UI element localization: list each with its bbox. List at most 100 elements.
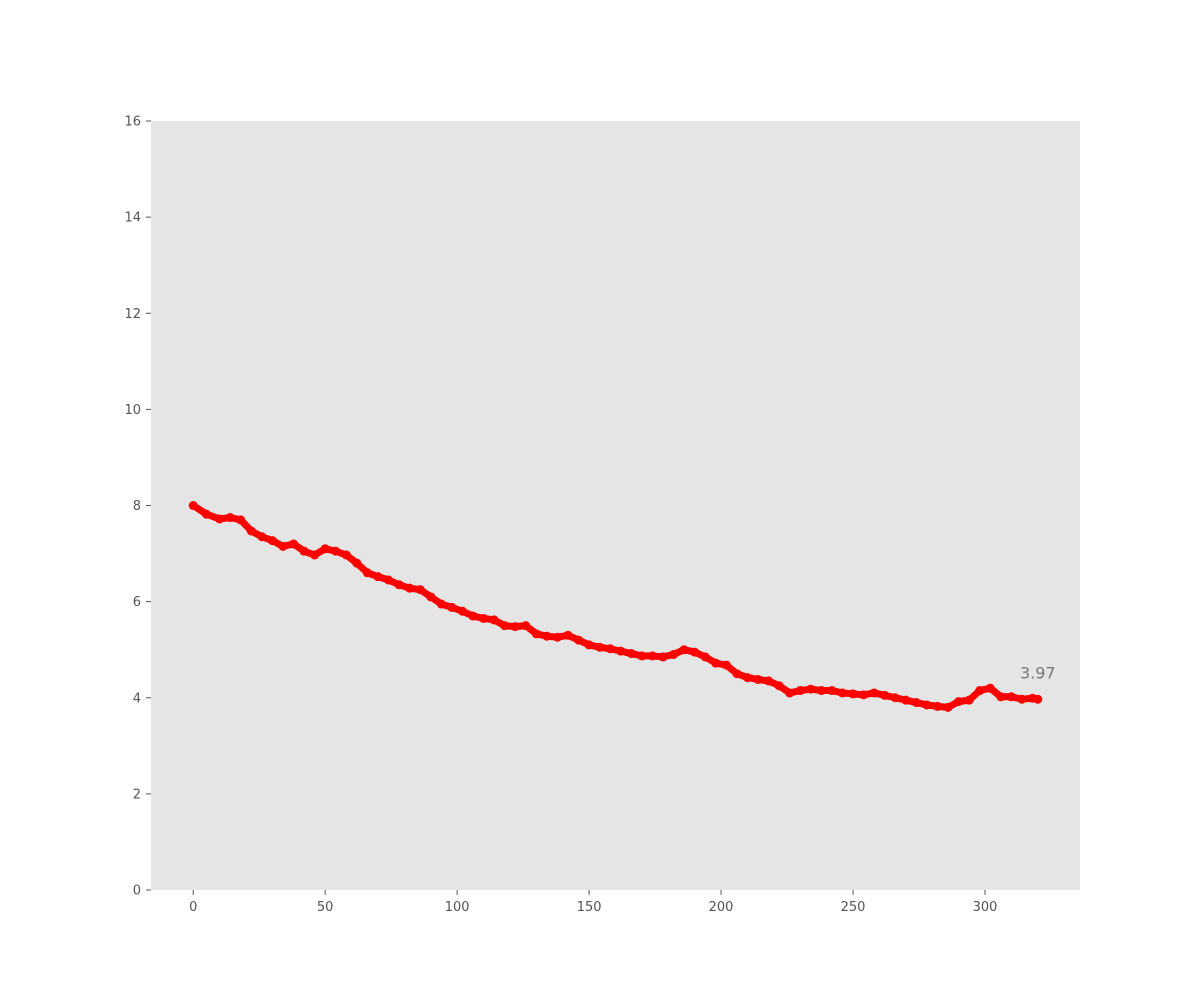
x-tick-label: 50 xyxy=(317,900,334,915)
data-point xyxy=(215,514,225,524)
data-point xyxy=(595,642,605,652)
y-tick-label: 2 xyxy=(133,787,141,802)
value-annotation: 3.97 xyxy=(1020,664,1056,683)
data-point xyxy=(711,658,721,668)
y-axis: 0 2 4 6 8 10 12 14 16 xyxy=(124,115,151,899)
data-point xyxy=(975,686,985,696)
data-point xyxy=(742,673,752,683)
data-point xyxy=(426,592,436,602)
x-tick-label: 300 xyxy=(973,900,998,915)
data-point xyxy=(552,632,562,642)
data-point xyxy=(362,568,372,578)
x-tick-label: 150 xyxy=(577,900,602,915)
x-axis: 0 50 100 150 200 250 300 xyxy=(189,890,997,915)
data-point xyxy=(257,532,267,542)
data-point xyxy=(415,585,425,595)
data-point xyxy=(457,606,467,616)
data-point xyxy=(1033,694,1043,704)
data-point xyxy=(299,546,309,556)
data-point xyxy=(405,583,415,593)
data-point xyxy=(626,649,636,659)
data-point xyxy=(785,688,795,698)
data-point xyxy=(932,701,942,711)
data-point xyxy=(753,674,763,684)
data-point xyxy=(985,683,995,693)
y-tick-label: 6 xyxy=(133,595,141,610)
data-point xyxy=(859,690,869,700)
data-point xyxy=(943,702,953,712)
data-point xyxy=(605,644,615,654)
data-point xyxy=(201,509,211,519)
data-point xyxy=(690,647,700,657)
data-point xyxy=(647,651,657,661)
data-point xyxy=(848,689,858,699)
data-point xyxy=(542,631,552,641)
data-point xyxy=(827,686,837,696)
data-point xyxy=(510,622,520,632)
data-point xyxy=(384,575,394,585)
data-point xyxy=(880,690,890,700)
data-point xyxy=(394,580,404,590)
data-point xyxy=(236,515,246,525)
data-point xyxy=(616,646,626,656)
x-tick-label: 100 xyxy=(445,900,470,915)
data-point xyxy=(331,546,341,556)
data-point xyxy=(447,602,457,612)
data-point xyxy=(1006,692,1016,702)
data-point xyxy=(869,688,879,698)
y-tick-label: 4 xyxy=(133,691,141,706)
data-point xyxy=(500,621,510,631)
data-point xyxy=(795,686,805,696)
data-point xyxy=(563,630,573,640)
data-point xyxy=(289,539,299,549)
data-point xyxy=(521,621,531,631)
data-point xyxy=(188,501,198,510)
data-point xyxy=(584,640,594,650)
data-point xyxy=(373,572,383,582)
data-point xyxy=(658,652,668,662)
data-point xyxy=(341,550,351,560)
data-point xyxy=(679,645,689,655)
y-tick-label: 0 xyxy=(133,884,141,899)
data-point xyxy=(806,684,816,694)
data-point xyxy=(901,695,911,705)
data-point xyxy=(700,652,710,662)
data-point xyxy=(320,544,330,554)
y-tick-label: 14 xyxy=(124,211,141,226)
data-point xyxy=(816,686,826,696)
data-point xyxy=(352,558,362,568)
x-tick-label: 0 xyxy=(189,900,197,915)
data-point xyxy=(837,688,847,698)
data-point xyxy=(436,599,446,609)
data-point xyxy=(721,660,731,670)
data-point xyxy=(890,693,900,703)
x-tick-label: 250 xyxy=(841,900,866,915)
data-point xyxy=(225,513,235,523)
data-point xyxy=(669,649,679,659)
data-point xyxy=(246,526,256,536)
data-point xyxy=(531,629,541,639)
y-tick-label: 8 xyxy=(133,499,141,514)
x-tick-label: 200 xyxy=(709,900,734,915)
data-point xyxy=(574,635,584,645)
data-point xyxy=(922,700,932,710)
data-point xyxy=(489,615,499,625)
data-point xyxy=(267,536,277,546)
data-point xyxy=(996,692,1006,702)
data-point xyxy=(911,698,921,708)
data-point xyxy=(468,611,478,621)
data-point xyxy=(732,669,742,679)
y-tick-label: 16 xyxy=(124,115,141,130)
y-tick-label: 12 xyxy=(124,307,141,322)
data-point xyxy=(954,697,964,707)
data-point xyxy=(479,613,489,623)
data-point xyxy=(1017,694,1027,704)
data-point xyxy=(637,651,647,661)
series-layer xyxy=(188,501,1043,712)
plot-area xyxy=(151,121,1080,890)
data-point xyxy=(774,681,784,691)
data-point xyxy=(310,550,320,560)
data-point xyxy=(764,676,774,686)
